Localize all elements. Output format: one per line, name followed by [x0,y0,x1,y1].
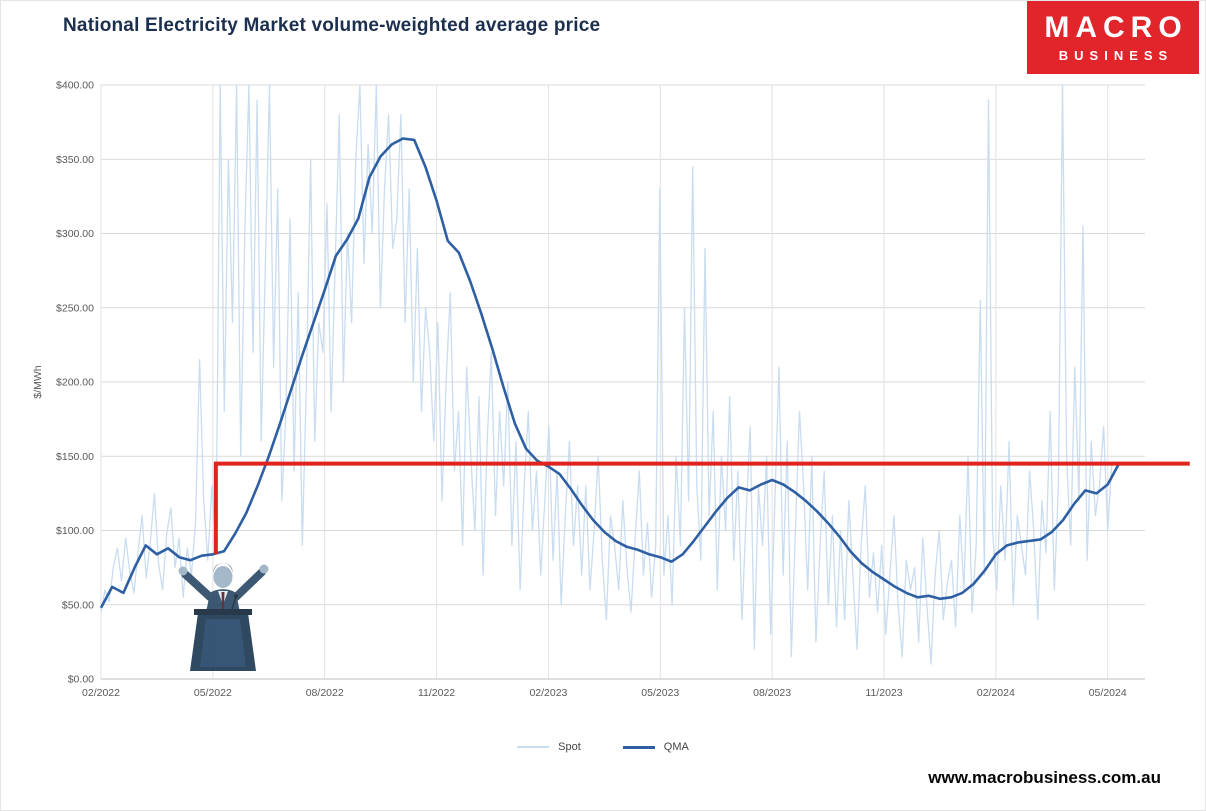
figure-podium-panel [200,619,246,667]
figure-left-arm [181,570,214,601]
spot-line-swatch [517,746,550,748]
figure-tie [221,592,225,609]
spot-series-line [100,84,1113,665]
legend-item-qma: QMA [622,741,689,753]
qma-series-line [99,137,1121,609]
x-tick-label: 02/2024 [977,687,1015,699]
x-tick-label: 08/2023 [753,687,791,699]
logo-line-macro: MACRO [1044,10,1188,44]
y-tick-label: $350.00 [56,154,94,166]
figure-head [213,566,233,588]
chart-legend: Spot QMA [1,741,1205,753]
figure-microphone-head [234,594,238,598]
price-chart: $0.00 $50.00 $100.00 $150.00 $200.00 $250.00 $… [32,80,1190,699]
x-tick-label: 08/2022 [306,687,344,699]
y-tick-label: $100.00 [56,525,94,537]
figure-podium-top [194,609,252,615]
y-axis-title: $/MWh [32,365,44,398]
y-tick-label: $300.00 [56,228,94,240]
macrobusiness-logo: MACRO BUSINESS [1027,1,1199,74]
x-tick-label: 02/2022 [82,687,120,699]
x-tick-label: 05/2023 [641,687,679,699]
y-tick-label: $250.00 [56,302,94,314]
y-tick-label: $50.00 [62,599,94,611]
logo-line-business: BUSINESS [1058,47,1174,63]
y-tick-label: $400.00 [56,80,94,92]
red-reference-line [213,461,1190,555]
albanese-podium-photo [178,563,269,671]
x-tick-label: 11/2023 [865,687,902,699]
website-url: www.macrobusiness.com.au [928,768,1161,787]
qma-line-swatch [622,745,655,749]
legend-label-qma: QMA [663,741,689,753]
y-tick-label: $0.00 [68,674,94,686]
figure-right-arm [232,568,266,601]
y-tick-label: $200.00 [56,377,94,389]
x-tick-label: 02/2023 [529,687,567,699]
figure-right-hand [259,564,269,574]
y-tick-label: $150.00 [56,451,94,463]
figure-microphone [231,596,237,610]
legend-item-spot: Spot [517,741,581,753]
figure-left-hand [178,566,188,576]
legend-label-spot: Spot [558,741,581,753]
x-tick-label: 05/2022 [194,687,232,699]
chart-title: National Electricity Market volume-weigh… [63,15,601,36]
x-tick-label: 05/2024 [1089,687,1127,699]
x-tick-label: 11/2022 [418,687,455,699]
